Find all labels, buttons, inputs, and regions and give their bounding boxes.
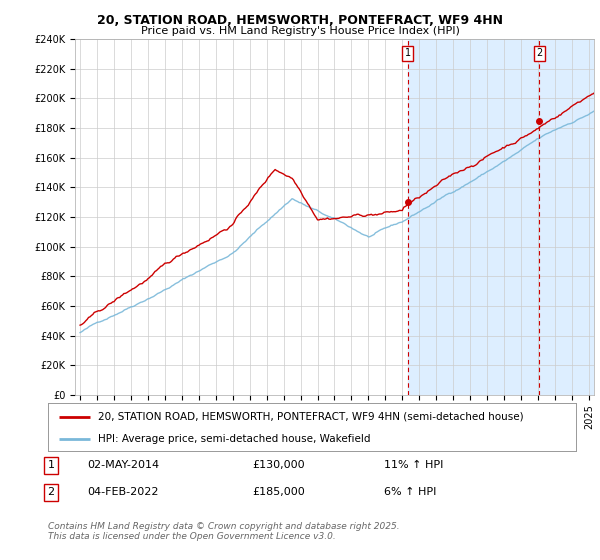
Text: 1: 1 (47, 460, 55, 470)
Text: HPI: Average price, semi-detached house, Wakefield: HPI: Average price, semi-detached house,… (98, 434, 371, 444)
Text: £130,000: £130,000 (252, 460, 305, 470)
Text: 2: 2 (536, 48, 542, 58)
Text: 11% ↑ HPI: 11% ↑ HPI (384, 460, 443, 470)
Text: 6% ↑ HPI: 6% ↑ HPI (384, 487, 436, 497)
Text: £185,000: £185,000 (252, 487, 305, 497)
Bar (408, 39, 598, 395)
Text: 20, STATION ROAD, HEMSWORTH, PONTEFRACT, WF9 4HN: 20, STATION ROAD, HEMSWORTH, PONTEFRACT,… (97, 14, 503, 27)
Text: 04-FEB-2022: 04-FEB-2022 (87, 487, 158, 497)
Text: 20, STATION ROAD, HEMSWORTH, PONTEFRACT, WF9 4HN (semi-detached house): 20, STATION ROAD, HEMSWORTH, PONTEFRACT,… (98, 412, 524, 422)
Text: 02-MAY-2014: 02-MAY-2014 (87, 460, 159, 470)
Text: 1: 1 (405, 48, 411, 58)
Text: 2: 2 (47, 487, 55, 497)
Text: Price paid vs. HM Land Registry's House Price Index (HPI): Price paid vs. HM Land Registry's House … (140, 26, 460, 36)
Text: Contains HM Land Registry data © Crown copyright and database right 2025.
This d: Contains HM Land Registry data © Crown c… (48, 522, 400, 542)
